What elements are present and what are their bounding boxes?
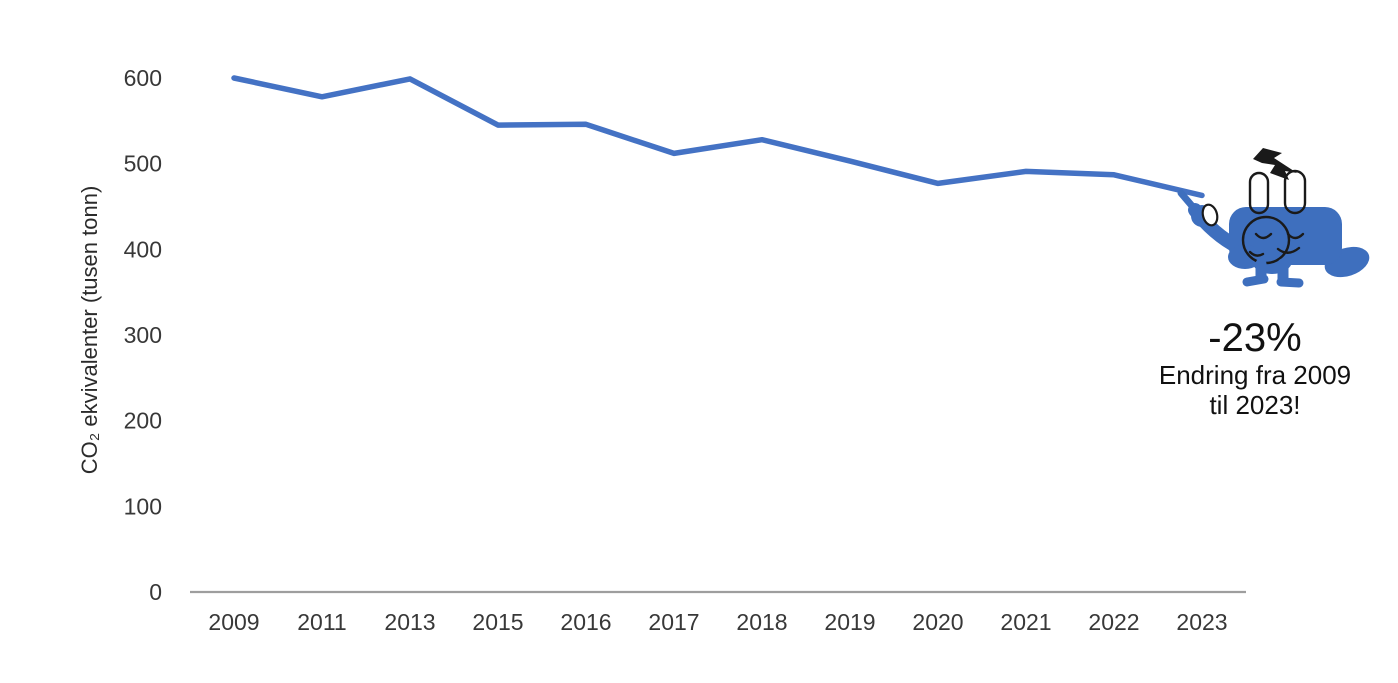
x-tick-label: 2020 — [912, 609, 963, 635]
y-tick-label: 100 — [124, 493, 162, 519]
mascot-right-closed-eye — [1286, 232, 1305, 240]
lightning-bolt-icon — [1253, 148, 1297, 180]
mascot-right-foot — [1276, 277, 1304, 288]
x-tick-label: 2013 — [384, 609, 435, 635]
x-tick-label: 2016 — [560, 609, 611, 635]
x-axis-tick-labels: 2009 2011 2013 2015 2016 2017 2018 2019 2020 2021… — [208, 609, 1227, 635]
y-tick-label: 500 — [124, 151, 162, 177]
x-tick-label: 2011 — [297, 609, 346, 635]
y-tick-label: 0 — [149, 579, 162, 605]
x-tick-label: 2015 — [472, 609, 523, 635]
y-axis-title: CO₂ ekvivalenter (tusen tonn) — [77, 186, 102, 475]
change-annotation: -23% Endring fra 2009 til 2023! — [1145, 316, 1365, 420]
x-tick-label: 2023 — [1176, 609, 1227, 635]
mascot-cheek-line — [1248, 250, 1265, 257]
mascot-left-foot — [1242, 274, 1269, 287]
x-tick-label: 2022 — [1088, 609, 1139, 635]
change-percentage: -23% — [1208, 316, 1302, 360]
x-tick-label: 2009 — [208, 609, 259, 635]
y-tick-label: 400 — [124, 236, 162, 262]
y-axis-tick-labels: 0 100 200 300 400 500 600 — [124, 65, 162, 605]
mascot-left-closed-eye — [1254, 232, 1273, 240]
y-tick-label: 200 — [124, 408, 162, 434]
x-tick-label: 2018 — [736, 609, 787, 635]
mascot-thumb-nail — [1201, 203, 1219, 227]
mascot-smile — [1276, 246, 1301, 254]
x-tick-label: 2017 — [648, 609, 699, 635]
x-tick-label: 2019 — [824, 609, 875, 635]
emissions-series-line — [231, 75, 1205, 199]
y-tick-label: 600 — [124, 65, 162, 91]
change-caption-line1: Endring fra 2009 — [1158, 360, 1352, 390]
mascot-left-prong — [1248, 171, 1270, 215]
y-tick-label: 300 — [124, 322, 162, 348]
plug-mascot-illustration — [1177, 148, 1370, 288]
mascot-right-prong — [1283, 169, 1307, 215]
x-tick-label: 2021 — [1000, 609, 1051, 635]
change-caption-line2: til 2023! — [1209, 390, 1301, 420]
